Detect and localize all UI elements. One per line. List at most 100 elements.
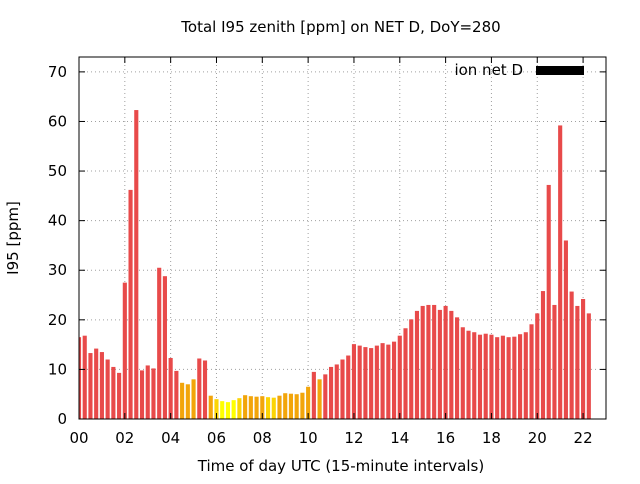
x-tick-label: 14 (390, 429, 409, 447)
x-tick-label: 06 (207, 429, 226, 447)
bar (94, 348, 99, 419)
x-tick-label: 16 (436, 429, 455, 447)
y-tick-label: 40 (48, 212, 67, 230)
bar (500, 335, 505, 419)
bar (139, 370, 145, 419)
plot-border (78, 56, 607, 420)
bar (586, 313, 591, 419)
bar (111, 366, 116, 419)
bar (300, 392, 305, 419)
bar (386, 344, 391, 419)
x-tick-label: 18 (482, 429, 501, 447)
x-axis-label: Time of day UTC (15-minute intervals) (197, 457, 484, 475)
bar (558, 125, 563, 420)
legend-label: ion net D (454, 61, 523, 79)
bar (506, 337, 511, 419)
bar (409, 319, 414, 419)
bar (334, 364, 339, 419)
x-tick-label: 00 (69, 429, 88, 447)
bar (231, 400, 236, 419)
bar (237, 398, 242, 419)
bar (523, 332, 528, 419)
bar (529, 324, 534, 419)
bar (185, 384, 190, 419)
bar (271, 397, 276, 419)
bar (552, 304, 557, 419)
y-tick-label: 50 (48, 162, 67, 180)
bar (369, 348, 374, 419)
bar (477, 334, 483, 419)
y-tick-label: 70 (48, 63, 67, 81)
bar (117, 372, 122, 419)
bar (323, 374, 328, 419)
x-tick-label: 12 (344, 429, 363, 447)
bar (483, 333, 488, 419)
bar (340, 359, 345, 419)
bar (220, 401, 225, 419)
grid-layer (79, 57, 606, 419)
bar (82, 335, 87, 419)
bar (99, 352, 104, 419)
bar (414, 310, 420, 419)
bar (346, 355, 351, 419)
bar (581, 298, 586, 419)
bar (518, 334, 523, 419)
bar (168, 358, 173, 419)
bar (426, 304, 431, 419)
bar (214, 399, 219, 419)
bar (174, 370, 179, 419)
chart-title: Total I95 zenith [ppm] on NET D, DoY=280 (180, 18, 500, 36)
bar (403, 328, 408, 419)
bar (437, 309, 442, 419)
bar (243, 395, 248, 419)
bar (202, 360, 208, 419)
legend-swatch (536, 66, 584, 75)
bar (575, 305, 580, 419)
bar (540, 291, 546, 419)
bar (563, 240, 568, 419)
bar (535, 313, 540, 419)
bar (225, 402, 230, 419)
bar (512, 336, 517, 419)
bar (311, 371, 316, 419)
bar (472, 332, 477, 419)
bar (466, 330, 471, 419)
bar (357, 345, 362, 419)
bar (122, 282, 127, 419)
bar (363, 347, 368, 419)
y-axis-label: I95 [ppm] (4, 201, 22, 275)
x-tick-label: 04 (161, 429, 180, 447)
x-tick-label: 20 (528, 429, 547, 447)
bar (254, 396, 259, 419)
legend: ion net D (454, 61, 584, 79)
bar (391, 341, 397, 419)
x-tick-label: 10 (299, 429, 318, 447)
bar (397, 335, 402, 419)
bar (208, 395, 213, 419)
bar (489, 334, 494, 419)
bar (145, 365, 150, 419)
bar (265, 397, 271, 419)
bar (546, 184, 551, 419)
bar (495, 337, 500, 419)
bar (79, 337, 82, 419)
x-tick-label: 22 (574, 429, 593, 447)
bar (162, 276, 167, 419)
bar (180, 382, 185, 419)
bar (191, 379, 196, 419)
bar (306, 386, 311, 419)
ticks-layer: 00 02 04 06 08 10 12 14 16 18 20 22 0 10 20 30 40 50 60 70 (48, 57, 606, 447)
bar (157, 267, 162, 419)
bar (420, 305, 425, 419)
bar (449, 310, 454, 419)
bar (432, 304, 437, 419)
bars-layer (79, 110, 591, 420)
bar (128, 189, 133, 419)
bar (374, 345, 379, 419)
y-tick-label: 20 (48, 311, 67, 329)
bar (283, 393, 288, 419)
bar (351, 344, 357, 419)
y-tick-label: 30 (48, 261, 67, 279)
bar (380, 343, 385, 419)
